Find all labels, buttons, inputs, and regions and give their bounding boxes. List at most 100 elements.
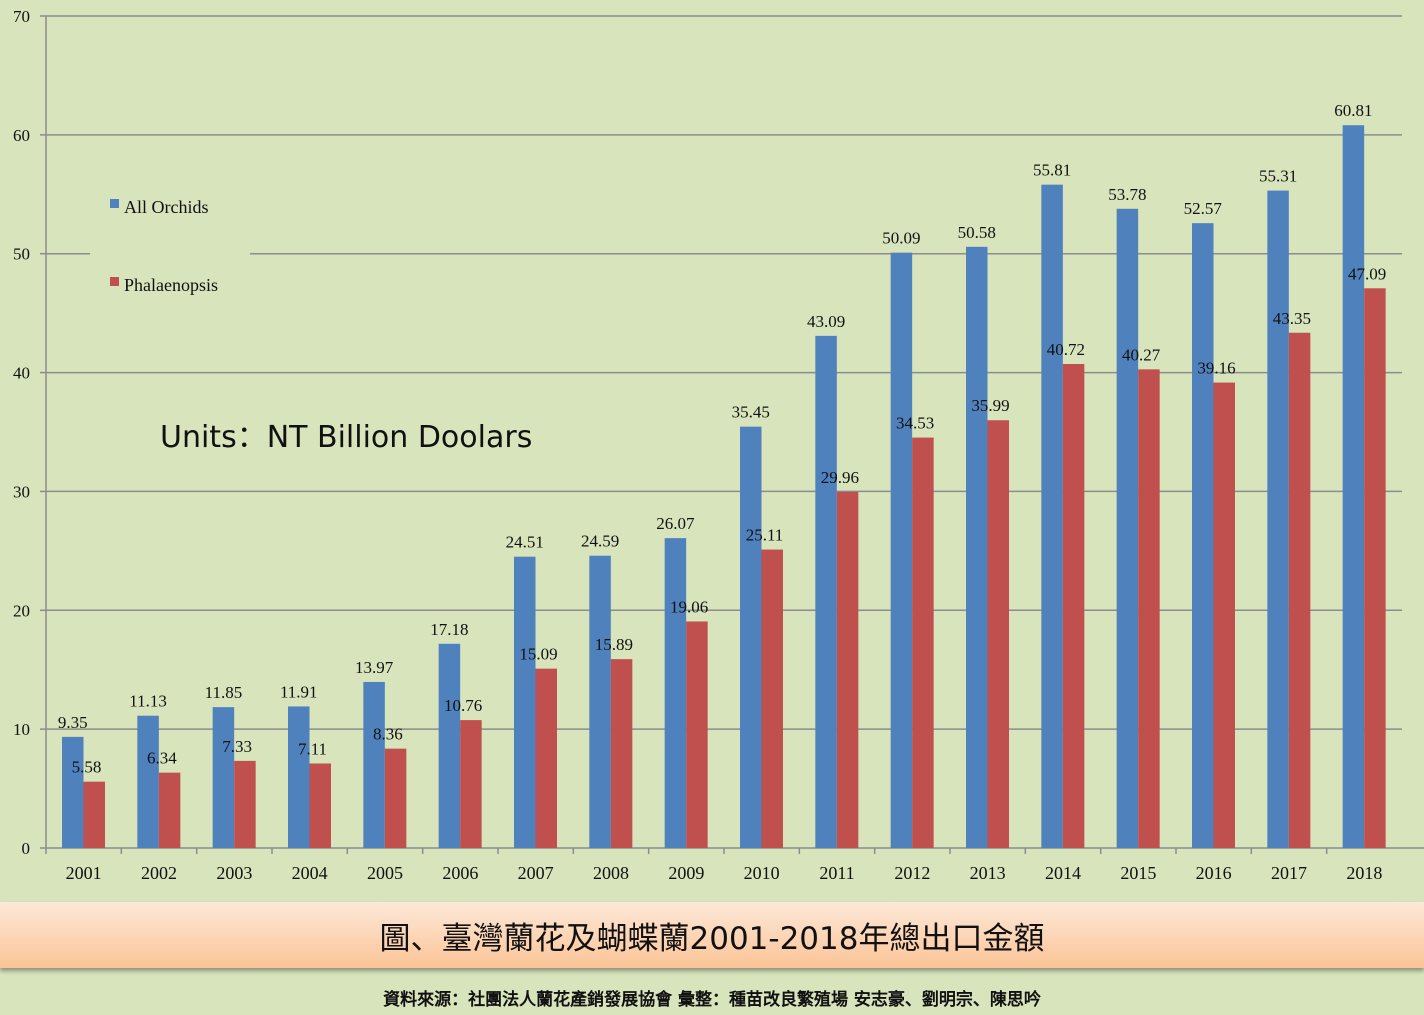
x-tick-label: 2013 (970, 863, 1006, 883)
bar-phalaenopsis (535, 668, 557, 848)
legend-swatch (110, 199, 119, 208)
data-label: 60.81 (1334, 101, 1372, 120)
bar-phalaenopsis (686, 621, 708, 848)
bar-phalaenopsis (309, 763, 331, 848)
bar-phalaenopsis (610, 659, 633, 848)
units-note: Units：NT Billion Doolars (160, 420, 533, 455)
bar-all-orchids (1267, 190, 1289, 848)
data-label: 55.81 (1033, 161, 1071, 180)
data-label: 34.53 (896, 414, 934, 433)
x-tick-label: 2010 (744, 863, 780, 883)
data-label: 35.99 (971, 396, 1009, 415)
data-label: 26.07 (656, 514, 695, 533)
bar-all-orchids (1342, 125, 1365, 848)
bar-phalaenopsis (836, 491, 859, 848)
data-label: 50.58 (958, 223, 996, 242)
x-tick-label: 2007 (518, 863, 554, 883)
bar-all-orchids (514, 556, 536, 848)
y-tick-label: 40 (13, 364, 30, 383)
data-label: 24.51 (506, 533, 544, 552)
bar-phalaenopsis (1062, 364, 1085, 848)
data-label: 43.09 (807, 312, 845, 331)
data-label: 24.59 (581, 532, 619, 551)
bar-phalaenopsis (1138, 369, 1160, 848)
bar-phalaenopsis (460, 720, 482, 848)
data-label: 15.89 (595, 635, 633, 654)
bar-all-orchids (740, 426, 762, 848)
bar-all-orchids (137, 715, 159, 848)
bar-all-orchids (890, 252, 913, 848)
data-label: 40.72 (1047, 340, 1085, 359)
data-label: 29.96 (821, 468, 859, 487)
data-label: 6.34 (147, 749, 177, 768)
y-tick-label: 20 (13, 601, 30, 620)
data-label: 19.06 (670, 597, 708, 616)
data-label: 7.33 (222, 737, 252, 756)
data-label: 15.09 (519, 645, 557, 664)
x-tick-label: 2012 (894, 863, 930, 883)
x-tick-label: 2018 (1346, 863, 1382, 883)
legend-label: All Orchids (124, 197, 209, 217)
data-label: 50.09 (882, 229, 920, 248)
bar-phalaenopsis (987, 420, 1009, 848)
data-label: 47.09 (1348, 264, 1386, 283)
data-label: 35.45 (732, 403, 770, 422)
bar-chart: 0 10 20 30 40 50 60 70 2001 9.35 5.58 2002 11.13 6.34… (13, 7, 1424, 883)
data-label: 11.85 (205, 683, 243, 702)
bar-all-orchids (62, 736, 84, 848)
data-label: 52.57 (1184, 199, 1223, 218)
bar-all-orchids (815, 335, 837, 848)
bar-all-orchids (589, 555, 611, 848)
x-tick-label: 2001 (66, 863, 102, 883)
x-tick-label: 2009 (668, 863, 704, 883)
x-tick-label: 2006 (442, 863, 478, 883)
x-tick-label: 2002 (141, 863, 177, 883)
bar-all-orchids (212, 707, 235, 848)
y-tick-label: 50 (13, 245, 30, 264)
bar-all-orchids (1041, 184, 1063, 849)
bar-phalaenopsis (1213, 382, 1235, 848)
data-label: 5.58 (72, 758, 102, 777)
bar-phalaenopsis (1364, 288, 1386, 848)
chart-caption: 圖、臺灣蘭花及蝴蝶蘭2001-2018年總出口金額 (0, 902, 1424, 968)
bar-phalaenopsis (1288, 332, 1311, 848)
data-label: 11.13 (129, 692, 167, 711)
bar-phalaenopsis (158, 772, 181, 848)
data-label: 39.16 (1197, 359, 1235, 378)
data-label: 7.11 (298, 739, 327, 758)
x-tick-label: 2011 (819, 863, 854, 883)
legend-label: Phalaenopsis (124, 275, 218, 295)
bar-phalaenopsis (761, 549, 783, 848)
bar-phalaenopsis (384, 748, 407, 848)
bar-all-orchids (664, 538, 687, 848)
data-label: 17.18 (430, 620, 468, 639)
x-tick-label: 2015 (1120, 863, 1156, 883)
bar-all-orchids (1116, 208, 1139, 849)
x-tick-label: 2017 (1271, 863, 1307, 883)
x-tick-label: 2003 (216, 863, 252, 883)
x-tick-label: 2016 (1196, 863, 1232, 883)
bar-all-orchids (966, 246, 988, 849)
y-tick-label: 30 (13, 482, 30, 501)
data-label: 13.97 (355, 658, 394, 677)
data-label: 40.27 (1122, 345, 1161, 364)
data-label: 25.11 (746, 526, 784, 545)
bar-all-orchids (288, 706, 310, 848)
data-label: 11.91 (280, 682, 318, 701)
source-note: 資料來源：社團法人蘭花產銷發展協會 彙整：種苗改良繁殖場 安志豪、劉明宗、陳思吟 (383, 990, 1041, 1010)
data-label: 8.36 (373, 725, 403, 744)
data-label: 55.31 (1259, 167, 1297, 186)
y-tick-label: 70 (13, 7, 30, 26)
bar-phalaenopsis (83, 781, 105, 848)
bar-all-orchids (363, 681, 385, 848)
data-label: 9.35 (58, 713, 88, 732)
bar-all-orchids (438, 643, 461, 848)
bar-phalaenopsis (912, 437, 934, 848)
legend-background (90, 240, 250, 268)
bar-phalaenopsis (234, 760, 256, 848)
bar-all-orchids (1192, 223, 1214, 849)
x-tick-label: 2008 (593, 863, 629, 883)
y-tick-label: 60 (13, 126, 30, 145)
data-label: 10.76 (444, 696, 482, 715)
data-label: 53.78 (1108, 185, 1146, 204)
